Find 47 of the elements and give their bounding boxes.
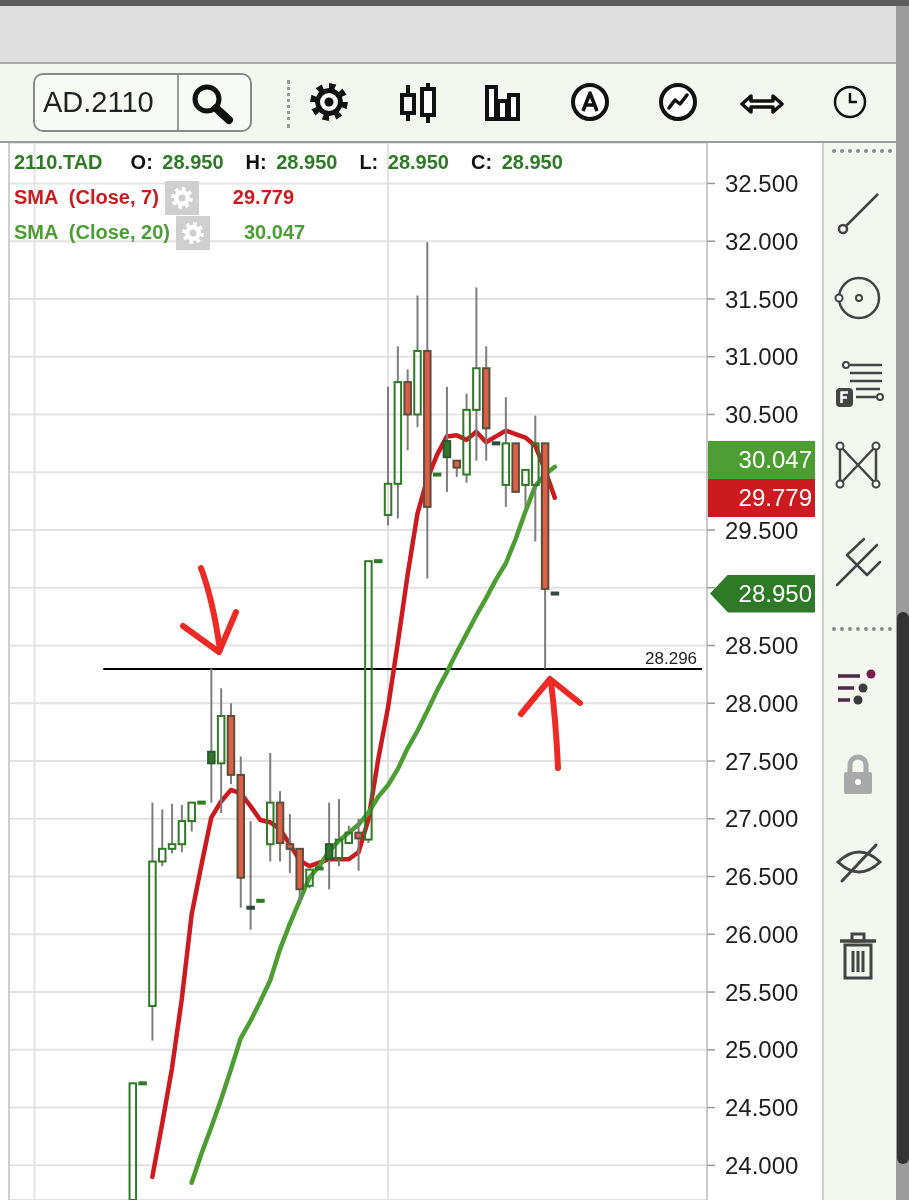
text: 29.779 [738,483,812,511]
text: 2110.TAD [14,151,103,174]
text: 28.950 [710,574,815,613]
y-tick-label: 24.000 [725,1151,799,1179]
y-tick-label: 24.500 [725,1094,799,1122]
annotation: L: 28.950 [359,151,449,173]
candlestick [432,472,442,477]
search-field: AD.2110 [33,73,252,132]
y-tick-label: 26.000 [725,920,799,948]
candlestick [393,345,403,520]
candlestick [265,751,275,863]
y-tick-label: 31.500 [725,285,799,313]
candlestick [423,241,432,580]
candlestick [491,441,501,446]
y-tick-label: 28.000 [725,689,799,717]
y-tick-label: 27.500 [725,747,799,775]
y-tick-label: 27.000 [725,805,799,833]
candlestick [256,898,265,903]
candlestick [354,817,363,872]
y-tick-label: 29.500 [725,516,799,544]
y-tick-label: 31.000 [725,343,799,371]
annotation: 30.047 [243,221,306,244]
text: SMA (Close, 20) [14,221,170,244]
candlestick [413,294,422,429]
y-tick-label: 32.000 [725,227,799,255]
annotation: H: 28.950 [245,151,338,173]
candlestick [481,345,491,462]
candlestick [275,790,285,863]
y-tick-label: 30.500 [725,401,799,429]
y-tick-label: 32.500 [725,170,799,198]
candlestick [403,368,412,452]
candlestick [246,820,255,931]
candlestick [501,396,511,508]
y-tick-label: 25.000 [725,1036,799,1064]
y-tick-label: 28.500 [725,632,799,660]
annotation: 29.779 [232,186,295,209]
annotation: C: 28.950 [470,151,563,173]
ref-line-label: 28.296 [645,649,698,669]
candlestick [550,591,560,596]
annotation: O: 28.950 [130,151,224,173]
y-tick-label: 26.500 [725,863,799,891]
candlestick [324,801,334,891]
y-tick-label: 25.500 [725,978,799,1006]
candlestick [442,385,452,493]
text: 30.047 [738,445,812,473]
text: SMA (Close, 7) [14,186,159,209]
candlestick [236,755,246,909]
